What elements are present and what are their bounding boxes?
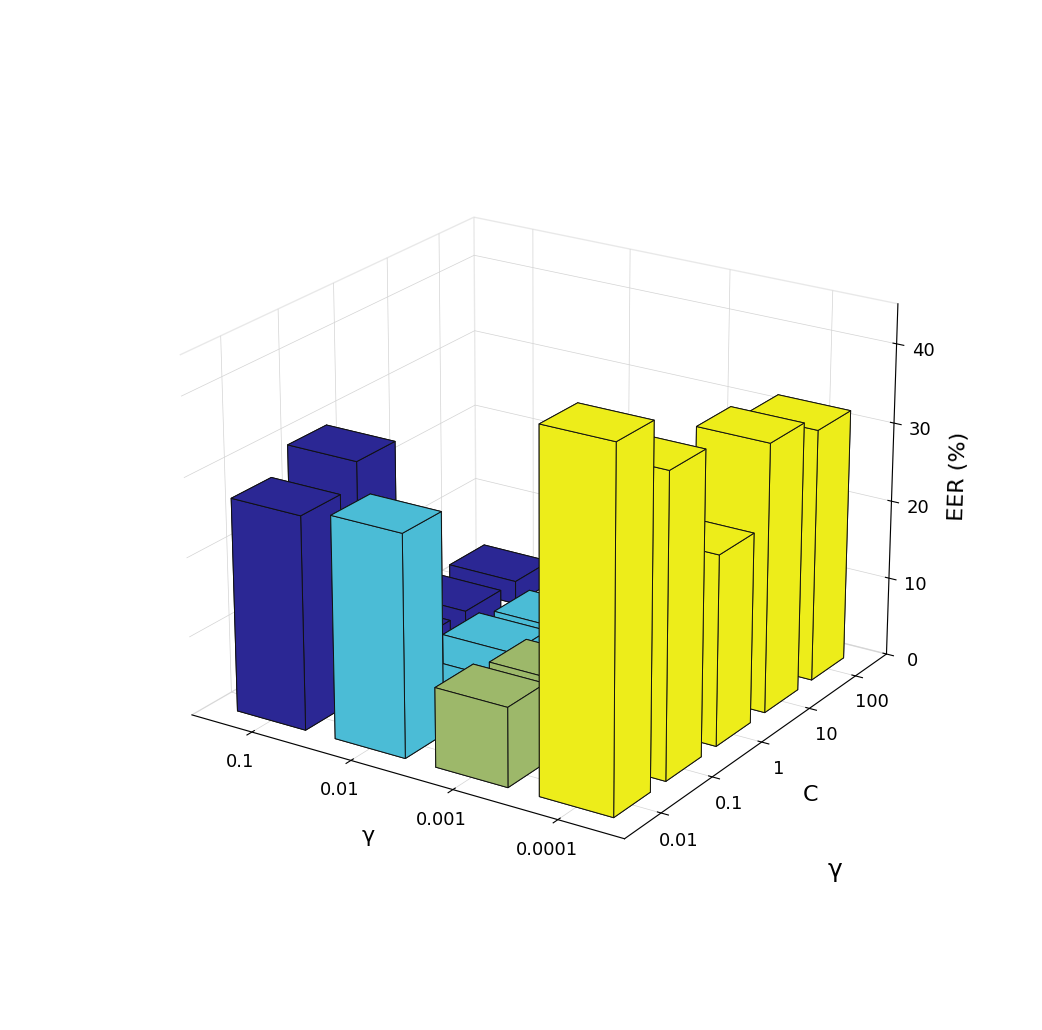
X-axis label: γ: γ xyxy=(362,826,375,846)
Y-axis label: C: C xyxy=(802,785,818,804)
Text: γ: γ xyxy=(828,858,843,882)
